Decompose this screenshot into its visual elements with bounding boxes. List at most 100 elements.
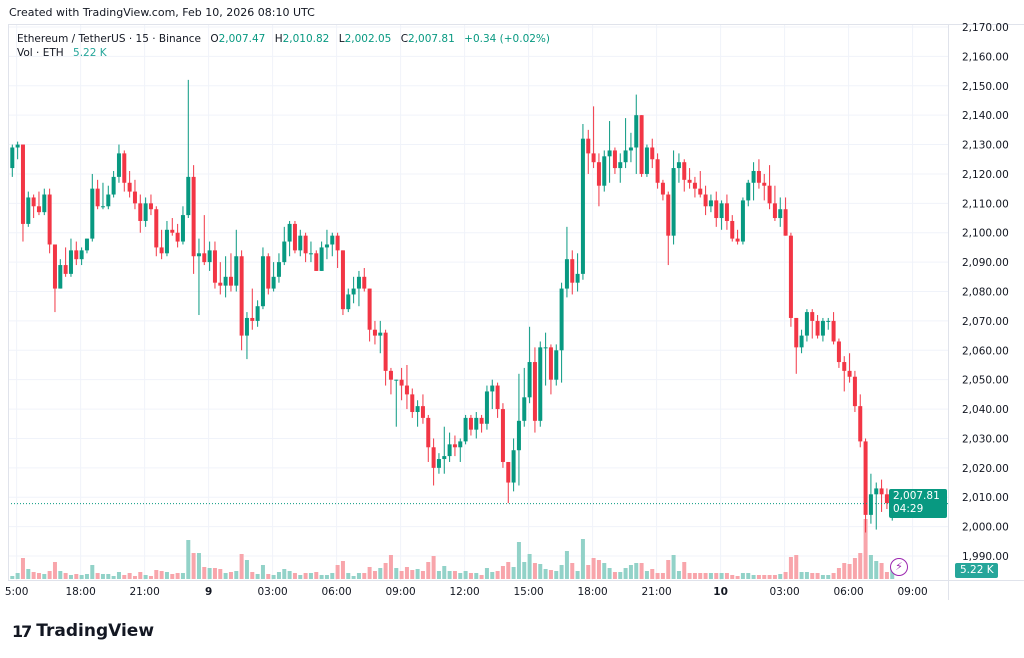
candle-down (468, 414, 473, 436)
candle-body (106, 194, 111, 207)
candle-up (143, 197, 148, 227)
lightning-icon[interactable]: ⚡ (890, 558, 908, 576)
candle-body (666, 194, 671, 236)
candle-up (351, 276, 356, 304)
volume-bars (10, 519, 895, 579)
price-tick-label: 2,070.00 (962, 316, 1009, 328)
low-label: L (338, 33, 345, 45)
volume-bar (484, 568, 489, 579)
candle-up (516, 373, 521, 486)
volume-bar (602, 563, 607, 579)
candle-body (234, 256, 239, 286)
candle-body (719, 203, 724, 219)
volume-label: Vol · ETH (17, 47, 64, 59)
volume-bar (730, 575, 735, 579)
candle-body (314, 253, 319, 271)
candle-down (639, 115, 644, 177)
candle-up (79, 247, 84, 266)
candle-down (340, 250, 345, 316)
tradingview-logo[interactable]: 17 TradingView (12, 621, 154, 641)
volume-bar (554, 571, 559, 579)
volume-bar (426, 562, 431, 579)
volume-bar (308, 573, 313, 579)
time-tick-label: 03:00 (257, 586, 287, 598)
candle-up (538, 341, 543, 427)
volume-bar (623, 568, 628, 579)
candle-down (303, 232, 308, 263)
candle-down (388, 367, 393, 395)
candle-down (756, 159, 761, 189)
candle-body (10, 147, 15, 169)
volume-bar (356, 573, 361, 579)
volume-bar (564, 551, 569, 579)
candle-up (394, 379, 399, 427)
candle-up (207, 241, 212, 271)
candle-up (196, 238, 201, 316)
volume-bar (282, 569, 287, 579)
candle-body (591, 153, 596, 163)
volume-bar (463, 571, 468, 579)
volume-bar (239, 554, 244, 579)
candle-down (228, 253, 233, 292)
candle-body (367, 288, 372, 330)
candle-body (804, 312, 809, 336)
volume-bar (148, 576, 153, 579)
price-tick-label: 2,000.00 (962, 522, 1009, 534)
volume-bar (559, 565, 564, 579)
volume-tag: 5.22 K (955, 563, 998, 578)
candle-body (362, 276, 367, 289)
created-with-caption: Created with TradingView.com, Feb 10, 20… (9, 6, 315, 19)
candle-body (36, 206, 41, 213)
candle-body (788, 235, 793, 318)
volume-bar (495, 571, 500, 579)
candle-up (10, 144, 15, 177)
volume-bar (511, 567, 516, 579)
volume-bar (548, 570, 553, 579)
candle-down (863, 438, 868, 533)
volume-bar (36, 573, 41, 579)
candle-down (372, 320, 377, 345)
volume-bar (372, 571, 377, 579)
candle-up (58, 259, 63, 289)
candle-down (212, 241, 217, 289)
candle-down (735, 229, 740, 245)
candle-body (799, 335, 804, 348)
candle-body (308, 253, 313, 255)
volume-bar (874, 561, 879, 579)
volume-bar (703, 573, 708, 579)
candle-down (532, 347, 537, 433)
volume-bar (298, 575, 303, 579)
low-value: 2,002.05 (344, 33, 392, 45)
candle-body (100, 206, 105, 208)
candle-body (138, 203, 143, 221)
candle-body (394, 379, 399, 381)
volume-bar (292, 573, 297, 579)
grid-lines (8, 24, 948, 580)
candle-body (623, 150, 628, 163)
candle-down (692, 176, 697, 198)
candle-body (143, 203, 148, 221)
candle-down (714, 191, 719, 227)
candle-body (26, 197, 31, 224)
candle-body (436, 459, 441, 468)
close-label: C (400, 33, 409, 45)
candle-body (879, 488, 884, 495)
volume-bar (612, 572, 617, 579)
candle-down (420, 394, 425, 424)
volume-bar (335, 565, 340, 579)
price-tick-label: 2,140.00 (962, 110, 1009, 122)
volume-bar (202, 567, 207, 579)
candle-down (335, 232, 340, 268)
volume-bar (122, 575, 127, 579)
volume-bar (836, 568, 841, 579)
candle-body (74, 250, 79, 260)
candle-body (468, 417, 473, 430)
volume-bar (751, 575, 756, 579)
symbol-title: Ethereum / TetherUS · 15 · Binance (17, 33, 201, 45)
candle-up (26, 191, 31, 227)
volume-bar (10, 576, 15, 579)
tradingview-logo-mark: 17 (12, 621, 32, 641)
volume-bar (420, 571, 425, 579)
candle-up (602, 150, 607, 192)
